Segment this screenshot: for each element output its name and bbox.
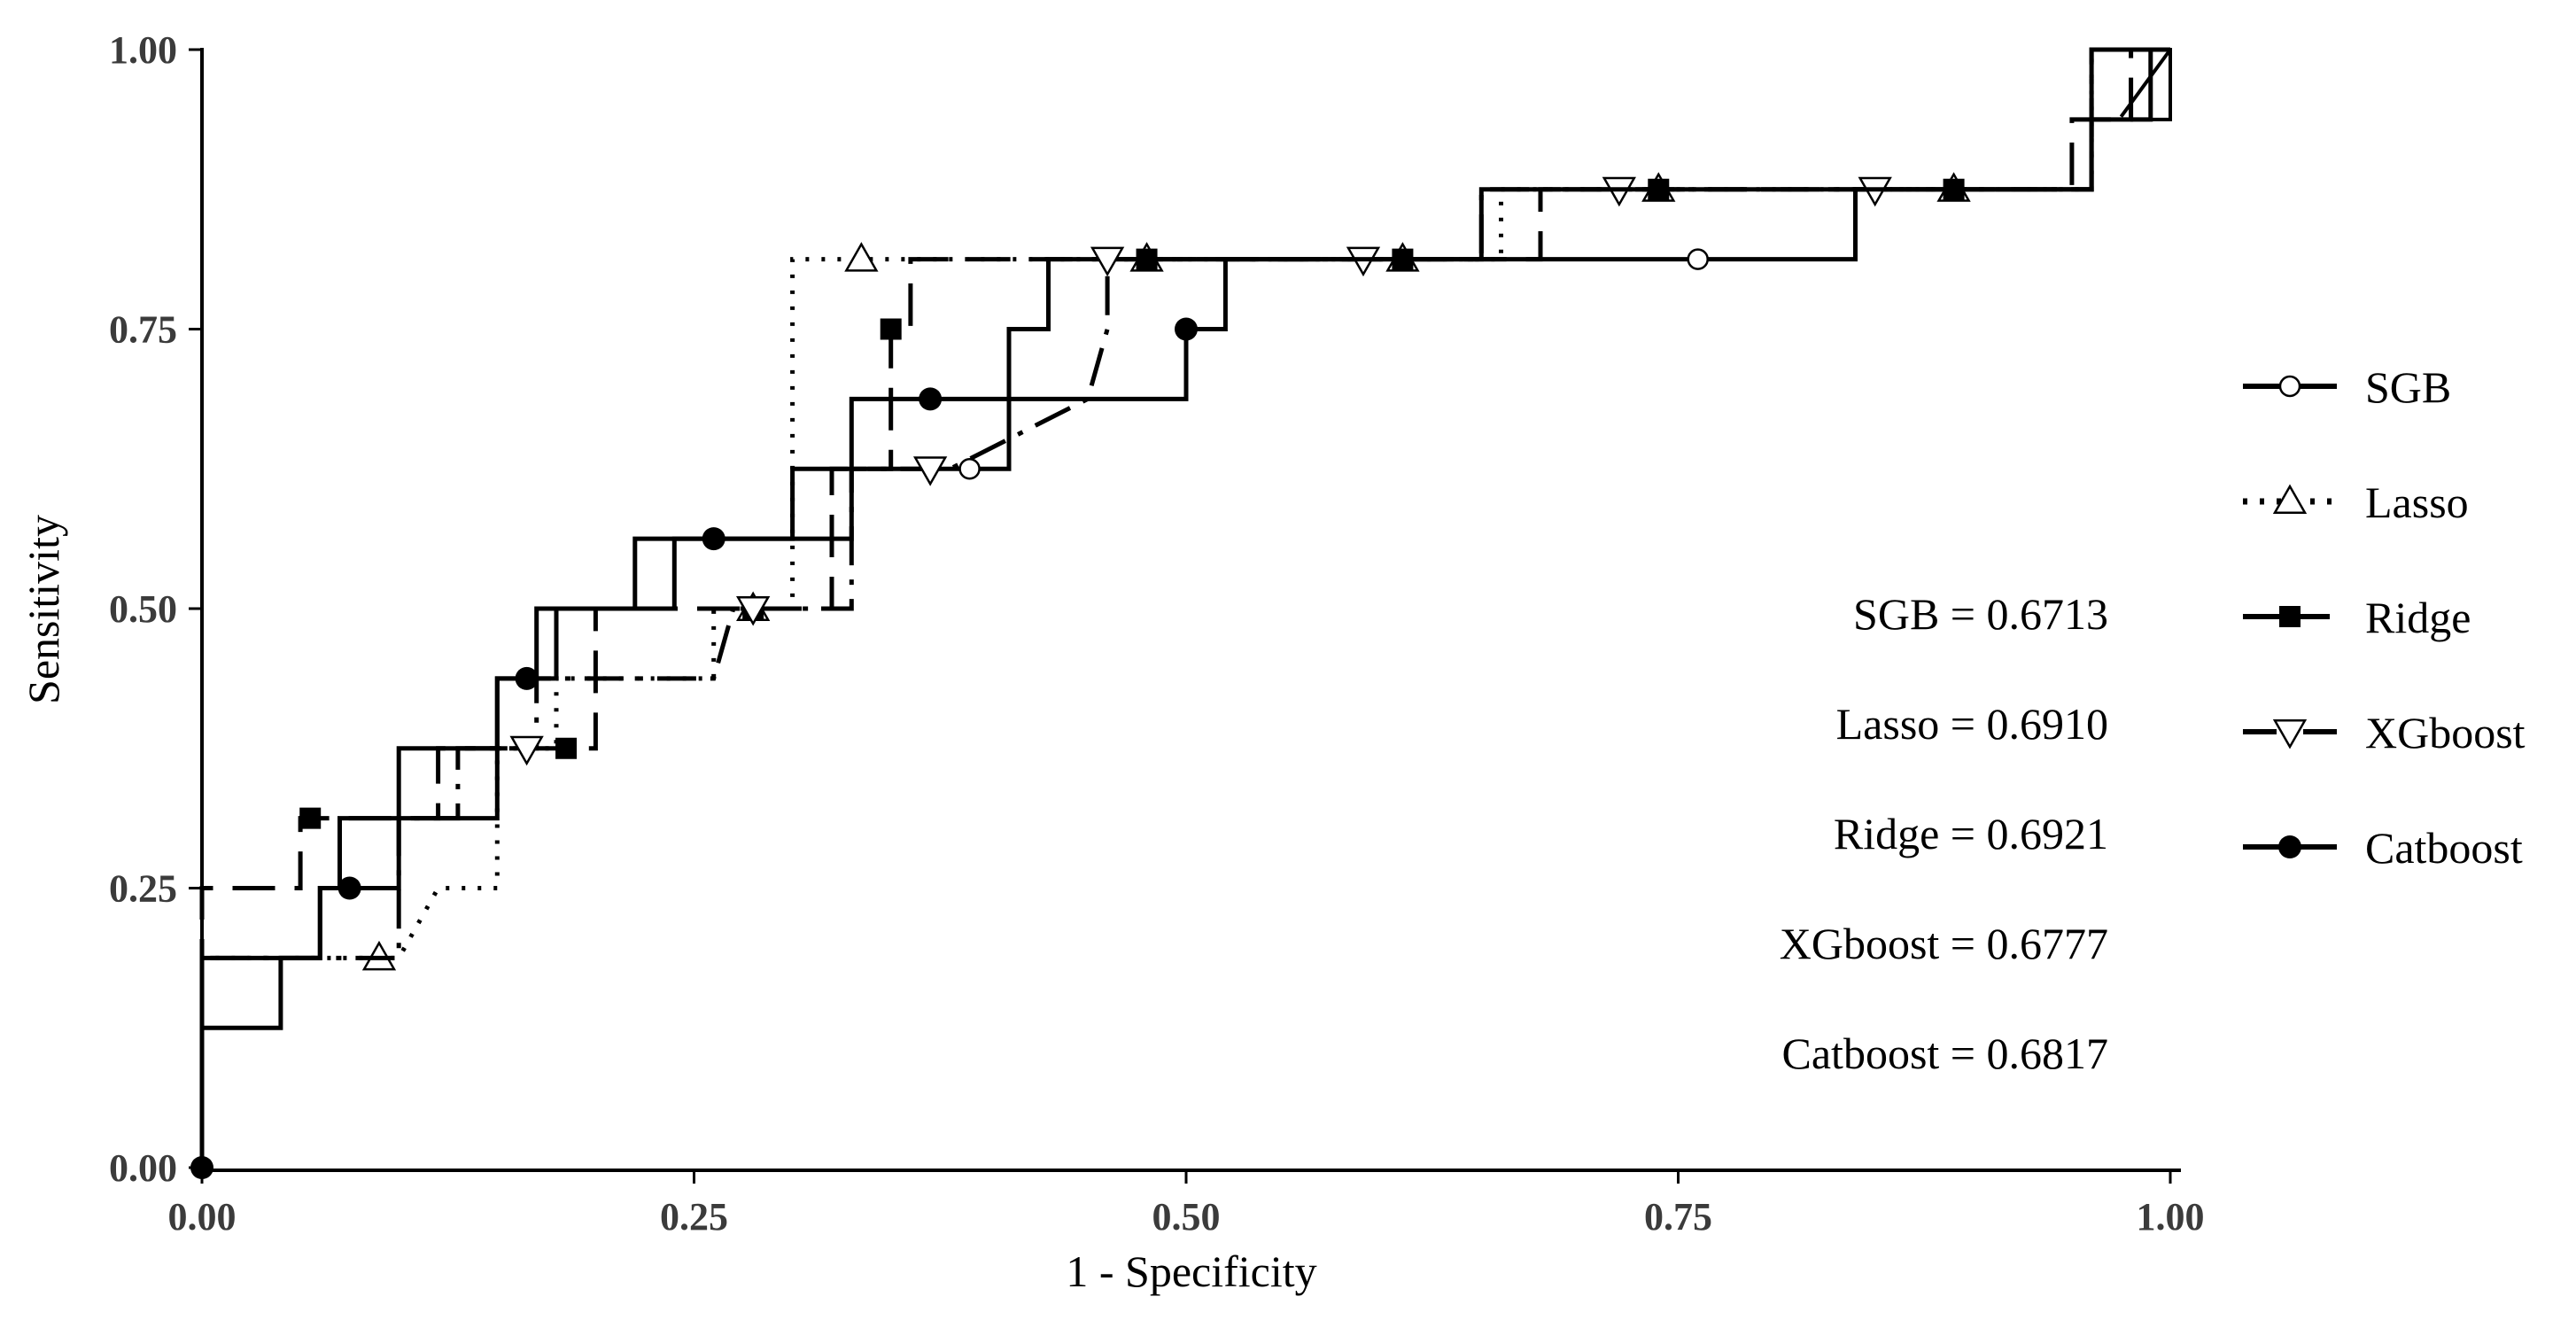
axes: 0.00 0.25 0.50 0.75 1.00 0.00 0.25 0.50 0.75 1.00…	[19, 28, 2205, 1296]
y-tick-label: 0.00	[109, 1146, 177, 1190]
auc-label-catboost: Catboost = 0.6817	[1782, 1029, 2108, 1078]
auc-label-ridge: Ridge = 0.6921	[1834, 809, 2108, 858]
top-right-diagonal	[2119, 48, 2172, 118]
y-tick-label: 0.75	[109, 308, 177, 352]
legend-item-ridge: Ridge	[2243, 593, 2471, 642]
xgboost-legend-label: XGboost	[2365, 708, 2526, 757]
ridge-point	[880, 318, 902, 340]
catboost-point	[919, 387, 943, 411]
series-layer	[190, 47, 2172, 1179]
x-tick-label: 0.50	[1152, 1195, 1221, 1238]
legend-item-xgboost: XGboost	[2243, 708, 2526, 757]
xgboost-legend-marker	[2272, 719, 2308, 749]
legend: SGB Lasso Ridge XGboost Catboost	[2243, 362, 2526, 873]
ridge-point	[299, 807, 322, 829]
legend-item-lasso: Lasso	[2243, 478, 2469, 527]
sgb-legend-label: SGB	[2365, 362, 2451, 412]
x-tick-label: 1.00	[2137, 1195, 2205, 1238]
auc-label-xgboost: XGboost = 0.6777	[1780, 919, 2108, 968]
x-tick-label: 0.25	[660, 1195, 728, 1238]
legend-item-catboost: Catboost	[2243, 823, 2523, 873]
catboost-point	[515, 666, 539, 690]
auc-annotations: SGB = 0.6713 Lasso = 0.6910 Ridge = 0.6921…	[1780, 589, 2108, 1078]
catboost-legend-label: Catboost	[2365, 823, 2523, 873]
catboost-point	[1175, 317, 1198, 341]
ridge-legend-marker	[2279, 606, 2301, 627]
xgboost-point	[1090, 246, 1125, 277]
xgboost-point	[912, 456, 948, 486]
top-right-step-box	[2090, 48, 2172, 121]
xgboost-point	[509, 735, 544, 766]
y-tick-label: 1.00	[109, 28, 177, 72]
lasso-point	[844, 242, 879, 272]
sgb-legend-marker	[2278, 375, 2301, 398]
lasso-legend-marker	[2272, 484, 2308, 514]
x-tick-label: 0.00	[168, 1195, 237, 1238]
y-tick-label: 0.50	[109, 587, 177, 631]
auc-label-lasso: Lasso = 0.6910	[1836, 699, 2108, 749]
lasso-legend-label: Lasso	[2365, 478, 2469, 527]
x-axis-title: 1 - Specificity	[1066, 1246, 1316, 1296]
ridge-point	[555, 737, 578, 759]
catboost-point	[190, 1156, 213, 1179]
x-tick-label: 0.75	[1644, 1195, 1712, 1238]
legend-item-sgb: SGB	[2243, 362, 2451, 412]
y-tick-label: 0.25	[109, 867, 177, 911]
series-catboost	[190, 47, 2170, 1179]
xgboost-point	[736, 596, 771, 626]
ridge-roc-line	[199, 47, 2170, 1168]
catboost-point	[338, 876, 361, 900]
ridge-legend-label: Ridge	[2365, 593, 2471, 642]
auc-label-sgb: SGB = 0.6713	[1853, 589, 2108, 639]
catboost-legend-marker	[2278, 835, 2301, 858]
catboost-point	[702, 527, 725, 551]
sgb-point	[1687, 248, 1709, 270]
sgb-point	[958, 458, 981, 480]
y-axis-title: Sensitivity	[19, 515, 68, 704]
